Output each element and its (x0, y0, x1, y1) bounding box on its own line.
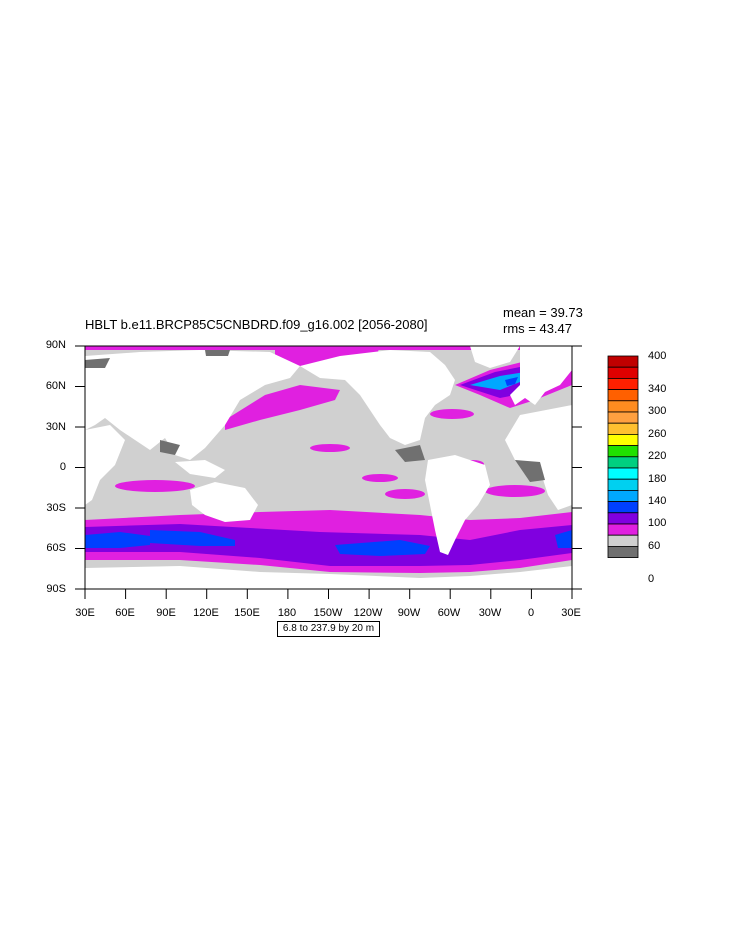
y-tick-label: 60N (45, 380, 66, 392)
x-ticks (84, 589, 573, 599)
low-value-patch (515, 460, 545, 482)
north-atlantic-patch-peak (505, 377, 518, 386)
x-tick-label: 30E (75, 607, 95, 619)
plot-title: HBLT b.e11.BRCP85C5CNBDRD.f09_g16.002 [2… (85, 317, 428, 332)
contour-info-box: 6.8 to 237.9 by 20 m (277, 621, 380, 637)
land-africa-west (505, 405, 572, 510)
tropical-patch (430, 409, 474, 419)
land-eurasia (85, 350, 300, 460)
low-value-patch (395, 445, 425, 462)
colorbar-label: 180 (648, 473, 667, 485)
arctic-rim (85, 346, 572, 350)
colorbar-box (607, 389, 639, 402)
southern-ocean-blob (335, 540, 430, 556)
tropical-patch (385, 489, 425, 499)
y-tick-label: 0 (59, 461, 66, 473)
colorbar-box (607, 512, 639, 525)
tropical-patch (310, 444, 350, 452)
colorbar-label: 100 (648, 517, 667, 529)
land-greenland (470, 346, 520, 368)
x-tick-label: 180 (277, 607, 297, 619)
north-atlantic-patch-core (470, 372, 525, 390)
colorbar-box (607, 489, 639, 502)
x-tick-label: 30W (478, 607, 502, 619)
southern-ocean-blob (555, 530, 572, 548)
land-europe (510, 346, 572, 405)
tropical-patch (362, 474, 398, 482)
colorbar-box (607, 501, 639, 514)
colorbar-label: 140 (648, 495, 667, 507)
y-tick-label: 90N (45, 339, 66, 351)
land-maritime (175, 460, 225, 478)
x-tick-label: 90E (156, 607, 176, 619)
low-value-patch (160, 440, 180, 455)
colorbar-box (607, 422, 639, 435)
x-tick-label: 60E (115, 607, 135, 619)
tropical-patch (485, 485, 545, 497)
colorbar-label: 260 (648, 428, 667, 440)
colorbar-label: 400 (648, 350, 667, 362)
colorbar-box (607, 433, 639, 446)
x-tick-label: 150E (234, 607, 260, 619)
colorbar-box (607, 456, 639, 469)
colorbar-label: 340 (648, 383, 667, 395)
land-south-america (425, 455, 490, 555)
land-north-america (300, 350, 455, 445)
colorbar-box (607, 534, 639, 547)
colorbar-box (607, 355, 639, 368)
colorbar-box (607, 411, 639, 424)
north-pacific-patch (225, 385, 340, 430)
colorbar-label: 220 (648, 450, 667, 462)
colorbar-box (607, 377, 639, 390)
x-tick-label: 120E (193, 607, 219, 619)
colorbar-label: 60 (648, 540, 661, 552)
colorbar-box (607, 366, 639, 379)
y-tick-label: 90S (46, 583, 66, 595)
rms-value: rms = 43.47 (503, 321, 573, 336)
colorbar-box (607, 467, 639, 480)
southern-ocean-blob (150, 530, 235, 546)
colorbar-label: 300 (648, 405, 667, 417)
southern-ocean-blob (85, 532, 150, 548)
colorbar-label: 0 (648, 573, 655, 585)
x-tick-label: 60W (437, 607, 461, 619)
colorbar-box (607, 478, 639, 491)
colorbar (607, 355, 639, 559)
colorbar-box (607, 523, 639, 536)
land-antarctica (85, 566, 572, 589)
low-value-patch (205, 350, 230, 356)
land-africa (85, 425, 125, 505)
y-tick-label: 30N (45, 421, 66, 433)
y-tick-label: 60S (46, 542, 66, 554)
colorbar-box (607, 546, 639, 559)
x-tick-label: 0 (527, 607, 535, 619)
land-australia (190, 482, 258, 522)
low-value-patch (85, 358, 110, 368)
y-ticks (75, 345, 582, 590)
colorbar-box (607, 400, 639, 413)
y-tick-label: 30S (46, 502, 66, 514)
mean-value: mean = 39.73 (503, 305, 583, 320)
tropical-patch (115, 480, 195, 492)
colorbar-box (607, 445, 639, 458)
map-field (85, 346, 572, 589)
x-tick-label: 120W (353, 607, 383, 619)
x-tick-label: 30E (561, 607, 581, 619)
x-tick-label: 150W (313, 607, 343, 619)
x-tick-label: 90W (397, 607, 421, 619)
